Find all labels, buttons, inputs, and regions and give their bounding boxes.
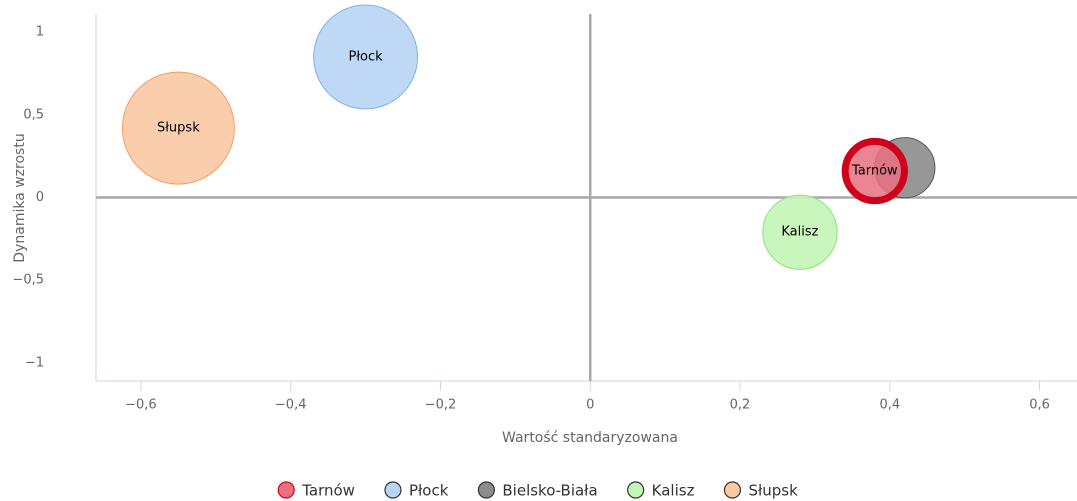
x-tick-label: −0,4 bbox=[275, 398, 307, 413]
y-tick-label: 1 bbox=[36, 25, 44, 40]
legend-item[interactable]: Bielsko-Biała bbox=[477, 481, 598, 500]
legend-item[interactable]: Tarnów bbox=[277, 481, 355, 500]
legend-label: Płock bbox=[409, 482, 449, 500]
y-tick-label: 0,5 bbox=[23, 107, 44, 122]
legend-item[interactable]: Płock bbox=[384, 481, 449, 500]
bubble-label: Tarnów bbox=[851, 164, 898, 179]
x-tick-label: 0,6 bbox=[1029, 398, 1050, 413]
legend-symbol bbox=[723, 481, 742, 499]
x-axis-title: Wartość standaryzowana bbox=[502, 430, 678, 446]
y-tick-label: −1 bbox=[25, 355, 44, 370]
bubble-label: Płock bbox=[349, 49, 384, 64]
x-tick-label: −0,6 bbox=[125, 398, 157, 413]
x-tick-label: 0,2 bbox=[730, 398, 751, 413]
legend-symbol bbox=[384, 481, 402, 499]
legend-symbol bbox=[477, 481, 495, 499]
legend-label: Słupsk bbox=[748, 482, 798, 500]
legend-item[interactable]: Kalisz bbox=[627, 481, 695, 500]
x-tick-label: 0,4 bbox=[879, 398, 900, 413]
bubble-label: Kalisz bbox=[781, 225, 818, 240]
bubble bbox=[121, 71, 235, 185]
bubble bbox=[762, 194, 838, 270]
x-tick-label: 0 bbox=[586, 398, 594, 413]
bubble bbox=[313, 4, 419, 110]
legend-label: Kalisz bbox=[652, 482, 695, 500]
bubble bbox=[841, 137, 908, 205]
y-tick-label: 0 bbox=[36, 190, 44, 205]
x-tick-label: −0,2 bbox=[425, 398, 457, 413]
legend-label: Tarnów bbox=[301, 482, 355, 500]
legend-label: Bielsko-Biała bbox=[502, 482, 597, 500]
y-tick-label: −0,5 bbox=[12, 273, 44, 288]
bubble-label: Słupsk bbox=[157, 121, 200, 136]
legend-item[interactable]: Słupsk bbox=[723, 481, 798, 500]
legend: Tarnów Płock Bielsko-Biała Kalisz Słupsk bbox=[277, 481, 798, 500]
legend-symbol bbox=[277, 481, 295, 499]
y-axis-title: Dynamika wzrostu bbox=[12, 133, 28, 262]
legend-symbol bbox=[627, 481, 645, 499]
